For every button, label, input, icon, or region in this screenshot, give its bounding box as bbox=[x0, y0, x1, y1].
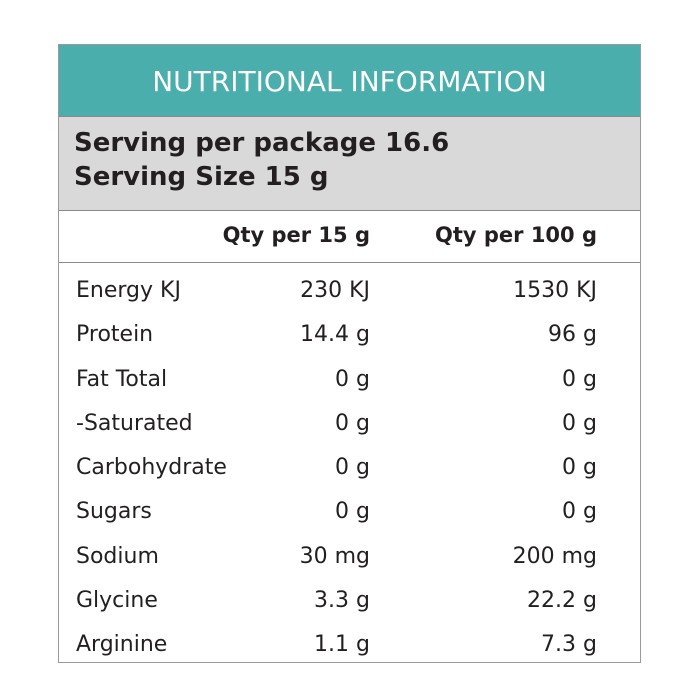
value-per-100g: 22.2 g bbox=[527, 588, 597, 614]
nutrient-label: Carbohydrate bbox=[76, 455, 227, 481]
table-row: -Saturated 0 g 0 g bbox=[59, 405, 640, 449]
table-row: Fat Total 0 g 0 g bbox=[59, 361, 640, 405]
nutrient-label: Arginine bbox=[76, 632, 168, 658]
value-per-serving: 230 KJ bbox=[300, 278, 370, 303]
column-header-per-serving: Qty per 15 g bbox=[222, 223, 370, 247]
value-per-serving: 0 g bbox=[335, 366, 370, 392]
value-per-100g: 0 g bbox=[562, 455, 597, 481]
table-row: Carbohydrate 0 g 0 g bbox=[59, 449, 640, 493]
value-per-100g: 7.3 g bbox=[541, 632, 597, 658]
nutrient-label: -Saturated bbox=[76, 410, 193, 436]
nutrient-rows: Energy KJ 230 KJ 1530 KJ Protein 14.4 g … bbox=[59, 263, 640, 671]
table-row: Arginine 1.1 g 7.3 g bbox=[59, 626, 640, 670]
table-row: Glycine 3.3 g 22.2 g bbox=[59, 582, 640, 626]
value-per-100g: 200 mg bbox=[512, 543, 597, 569]
value-per-100g: 0 g bbox=[562, 366, 597, 392]
value-per-100g: 0 g bbox=[562, 499, 597, 525]
table-row: Sodium 30 mg 200 mg bbox=[59, 538, 640, 582]
value-per-serving: 0 g bbox=[335, 410, 370, 436]
table-row: Energy KJ 230 KJ 1530 KJ bbox=[59, 272, 640, 316]
servings-per-package: Serving per package 16.6 bbox=[74, 128, 450, 158]
serving-info: Serving per package 16.6 Serving Size 15… bbox=[59, 117, 640, 211]
nutrient-label: Sodium bbox=[76, 543, 159, 569]
value-per-serving: 0 g bbox=[335, 499, 370, 525]
nutrition-panel: NUTRITIONAL INFORMATION Serving per pack… bbox=[58, 44, 641, 663]
value-per-serving: 1.1 g bbox=[314, 632, 370, 658]
nutrition-table: Qty per 15 g Qty per 100 g Energy KJ 230… bbox=[59, 211, 640, 671]
title-bar: NUTRITIONAL INFORMATION bbox=[59, 45, 640, 117]
value-per-serving: 3.3 g bbox=[314, 588, 370, 614]
value-per-100g: 1530 KJ bbox=[513, 278, 597, 303]
nutrient-label: Protein bbox=[76, 322, 154, 348]
nutrient-label: Glycine bbox=[76, 588, 158, 614]
panel-title: NUTRITIONAL INFORMATION bbox=[152, 65, 547, 98]
serving-size: Serving Size 15 g bbox=[74, 162, 329, 192]
value-per-100g: 0 g bbox=[562, 410, 597, 436]
table-row: Protein 14.4 g 96 g bbox=[59, 316, 640, 360]
column-header-per-100g: Qty per 100 g bbox=[434, 223, 597, 247]
value-per-100g: 96 g bbox=[548, 322, 597, 348]
value-per-serving: 30 mg bbox=[299, 543, 370, 569]
column-header-row: Qty per 15 g Qty per 100 g bbox=[59, 211, 640, 263]
value-per-serving: 14.4 g bbox=[300, 322, 370, 348]
table-row: Sugars 0 g 0 g bbox=[59, 493, 640, 537]
nutrient-label: Fat Total bbox=[76, 366, 168, 392]
nutrient-label: Energy KJ bbox=[76, 278, 181, 303]
nutrient-label: Sugars bbox=[76, 499, 152, 525]
value-per-serving: 0 g bbox=[335, 455, 370, 481]
